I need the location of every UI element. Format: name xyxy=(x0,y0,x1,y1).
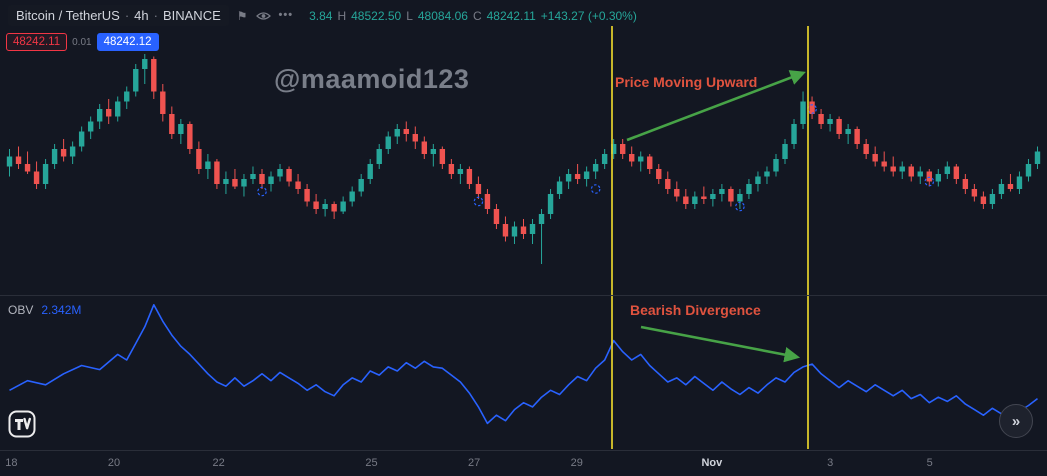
low-value: 48084.06 xyxy=(417,8,468,23)
legend-separator: · xyxy=(153,8,158,23)
axis-label: 22 xyxy=(212,457,225,469)
axis-label: 25 xyxy=(365,457,378,469)
price-annotation-text: Price Moving Upward xyxy=(615,74,758,90)
axis-label: 3 xyxy=(827,457,834,469)
symbol-legend: Bitcoin / TetherUS · 4h · BINANCE ⚑ ••• … xyxy=(8,5,637,26)
bid-ask-row: 48242.11 0.01 48242.12 xyxy=(6,33,159,51)
interval-label: 4h xyxy=(134,8,149,23)
more-options-icon[interactable]: ••• xyxy=(278,9,294,21)
time-axis[interactable]: 18 20 22 25 27 29 Nov 3 5 xyxy=(0,450,1047,476)
bid-price-button[interactable]: 48242.11 xyxy=(6,33,68,51)
eye-icon[interactable] xyxy=(255,11,271,21)
exchange-label: BINANCE xyxy=(162,8,221,23)
legend-separator: · xyxy=(124,8,130,23)
low-label: L xyxy=(406,8,413,23)
scroll-to-realtime-button[interactable]: » xyxy=(999,404,1033,438)
axis-label: 27 xyxy=(468,457,481,469)
symbol-title[interactable]: Bitcoin / TetherUS · 4h · BINANCE xyxy=(8,5,229,26)
axis-label: 5 xyxy=(926,457,933,469)
obv-legend[interactable]: OBV 2.342M xyxy=(8,303,81,317)
obv-annotation-text: Bearish Divergence xyxy=(630,302,761,318)
close-value: 48242.11 xyxy=(486,8,536,23)
axis-label: 29 xyxy=(570,457,583,469)
watermark: @maamoid123 xyxy=(274,64,470,94)
symbol-name: Bitcoin / TetherUS xyxy=(16,8,120,23)
obv-pane[interactable] xyxy=(0,298,1047,448)
close-label: C xyxy=(472,8,482,23)
axis-label: 18 xyxy=(5,457,18,469)
change-value: +143.27 (+0.30%) xyxy=(540,8,637,23)
open-value: 3.84 xyxy=(309,8,333,23)
axis-label: 20 xyxy=(107,457,121,469)
vertical-line-drawing xyxy=(611,26,613,449)
tradingview-logo[interactable] xyxy=(8,410,36,443)
obv-label: OBV xyxy=(8,303,34,317)
axis-label: Nov xyxy=(701,457,723,469)
spread-label: 0.01 xyxy=(72,36,92,48)
price-pane[interactable] xyxy=(0,26,1047,294)
vertical-line-drawing xyxy=(807,26,809,449)
ohlc-readout: 3.84 H 48522.50 L 48084.06 C 48242.11 +143.… xyxy=(309,9,637,23)
high-label: H xyxy=(337,8,347,23)
pane-separator[interactable] xyxy=(0,295,1047,296)
flag-icon[interactable]: ⚑ xyxy=(236,8,248,23)
high-value: 48522.50 xyxy=(351,8,402,23)
ask-price-button[interactable]: 48242.12 xyxy=(96,33,159,51)
obv-value: 2.342M xyxy=(41,303,82,317)
